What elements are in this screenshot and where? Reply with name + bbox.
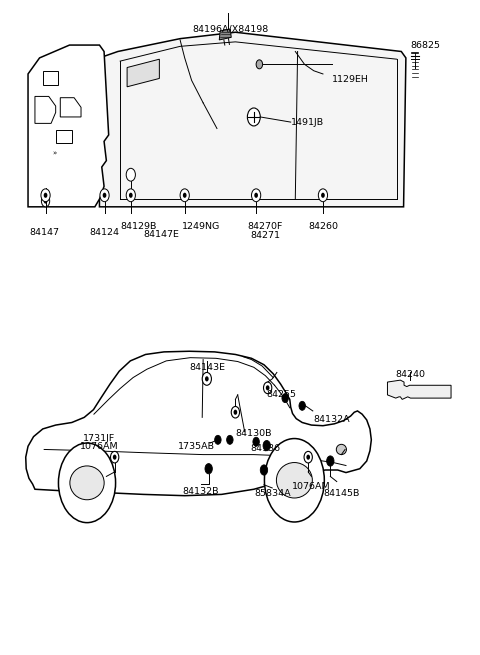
Ellipse shape (276, 462, 312, 498)
Circle shape (231, 407, 240, 418)
Circle shape (227, 436, 233, 444)
Text: 84136: 84136 (250, 443, 280, 453)
Circle shape (306, 455, 310, 460)
Circle shape (247, 108, 260, 126)
Circle shape (59, 443, 116, 523)
Text: 84196A/X84198: 84196A/X84198 (192, 24, 269, 33)
Circle shape (202, 373, 211, 385)
Polygon shape (219, 29, 231, 40)
Circle shape (260, 465, 268, 475)
Text: 84129B: 84129B (120, 221, 157, 231)
Circle shape (100, 189, 109, 202)
Text: 85834A: 85834A (254, 489, 290, 498)
Circle shape (183, 193, 187, 198)
Circle shape (264, 382, 272, 394)
Text: 1076AM: 1076AM (292, 481, 331, 491)
Text: 1731JF: 1731JF (84, 434, 116, 443)
Circle shape (41, 195, 50, 207)
Polygon shape (99, 32, 406, 207)
Polygon shape (127, 59, 159, 86)
Text: 1249NG: 1249NG (182, 221, 220, 231)
Text: 84270F: 84270F (248, 221, 283, 231)
Circle shape (282, 394, 288, 403)
Circle shape (103, 193, 107, 198)
Circle shape (126, 168, 135, 181)
Text: »: » (53, 151, 57, 157)
Text: 1491JB: 1491JB (291, 118, 324, 126)
Text: 1735AB: 1735AB (178, 441, 215, 451)
Text: 84130B: 84130B (235, 429, 272, 438)
Polygon shape (60, 98, 81, 117)
Circle shape (44, 198, 48, 204)
Circle shape (126, 189, 135, 202)
Circle shape (256, 60, 263, 69)
Text: 84143E: 84143E (190, 364, 226, 373)
Circle shape (129, 193, 132, 198)
Circle shape (299, 402, 305, 410)
Text: 86825: 86825 (410, 41, 441, 50)
Circle shape (254, 193, 258, 198)
Text: 84147E: 84147E (144, 230, 180, 239)
Polygon shape (387, 380, 451, 400)
Circle shape (264, 439, 324, 522)
Circle shape (44, 193, 48, 198)
Circle shape (110, 451, 119, 463)
Text: 84147: 84147 (29, 228, 59, 237)
Circle shape (205, 376, 209, 381)
Text: 84255: 84255 (266, 390, 297, 400)
Circle shape (113, 455, 117, 460)
Text: 84271: 84271 (251, 231, 280, 240)
Bar (43, 71, 58, 85)
Circle shape (304, 451, 312, 463)
Polygon shape (28, 45, 108, 207)
Circle shape (180, 189, 189, 202)
Circle shape (318, 189, 327, 202)
Circle shape (253, 438, 259, 446)
Circle shape (205, 464, 212, 474)
Text: 1076AM: 1076AM (80, 441, 119, 451)
Text: 84240: 84240 (396, 370, 425, 379)
Circle shape (263, 440, 270, 451)
Circle shape (266, 385, 269, 390)
Circle shape (234, 409, 237, 415)
Circle shape (215, 436, 221, 444)
Text: 1129EH: 1129EH (332, 75, 369, 84)
Polygon shape (26, 351, 372, 496)
Ellipse shape (70, 466, 104, 500)
Circle shape (41, 189, 50, 202)
Circle shape (326, 456, 334, 466)
Text: 84145B: 84145B (323, 489, 360, 498)
Text: 84260: 84260 (308, 221, 338, 231)
Bar (56, 130, 72, 143)
Text: 84132B: 84132B (182, 487, 219, 496)
Circle shape (321, 193, 325, 198)
Text: 84132A: 84132A (314, 415, 350, 424)
Polygon shape (35, 96, 56, 123)
Text: 84124: 84124 (89, 228, 119, 237)
Ellipse shape (336, 444, 347, 455)
Circle shape (252, 189, 261, 202)
